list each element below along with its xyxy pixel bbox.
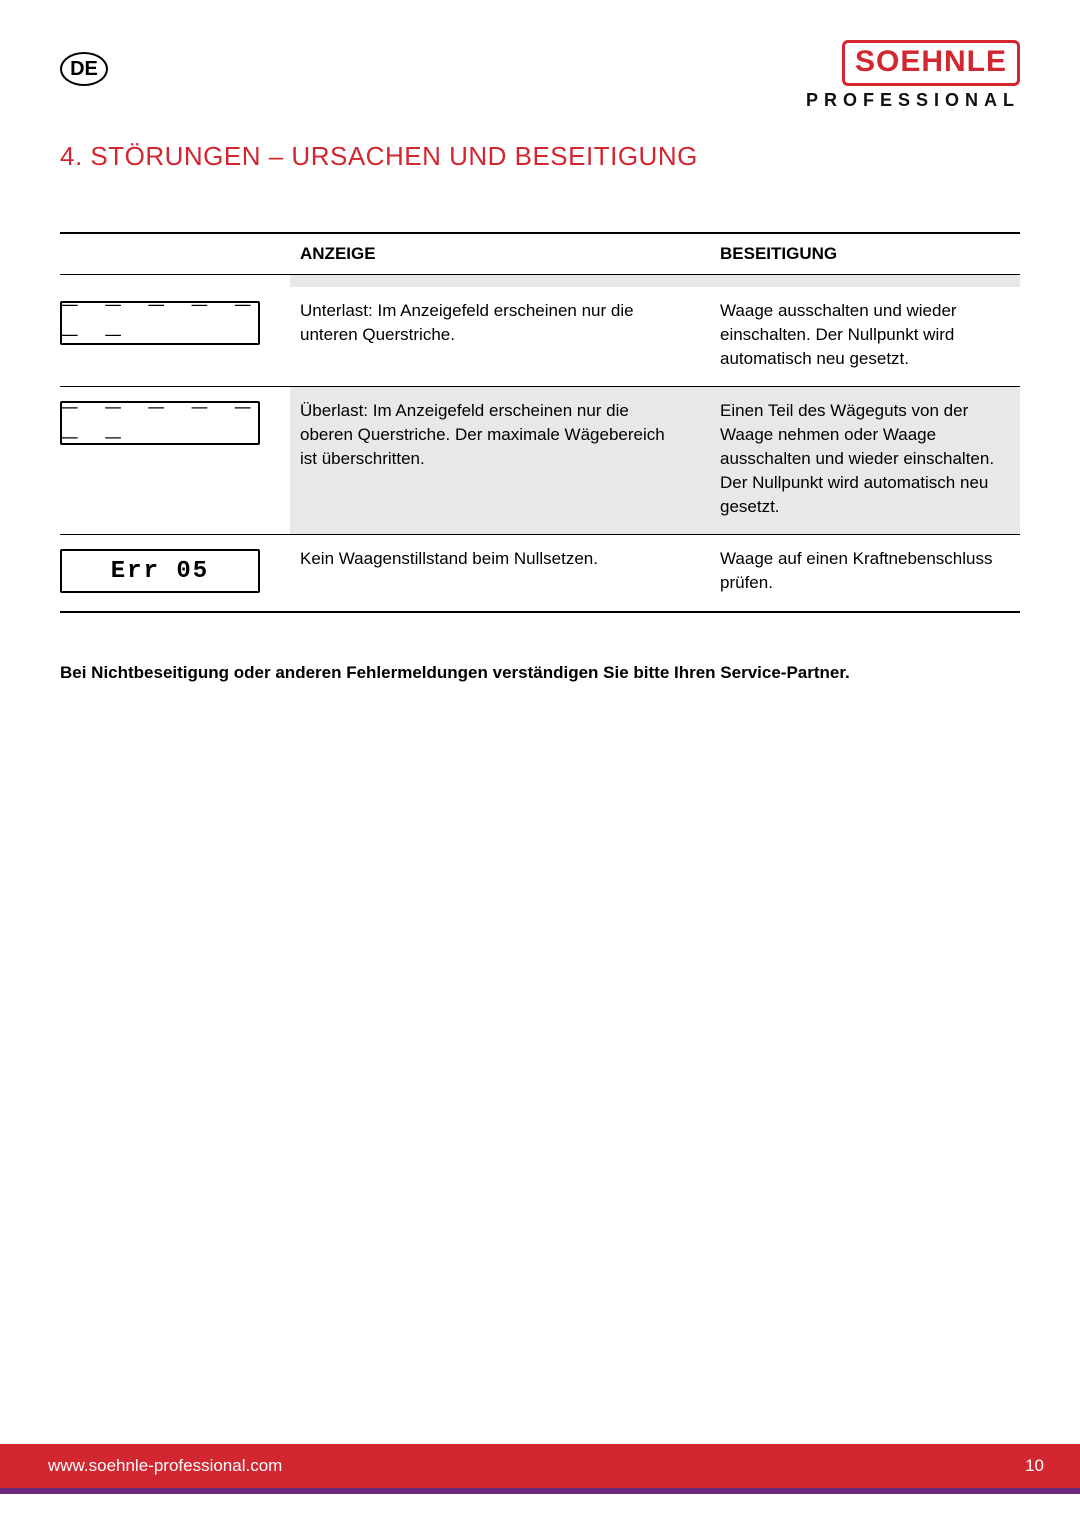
- beseitigung-cell: Waage auf einen Kraftnebenschluss prüfen…: [710, 535, 1020, 611]
- footer: www.soehnle-professional.com 10: [0, 1444, 1080, 1488]
- table-header-row: ANZEIGE BESEITIGUNG: [60, 232, 1020, 275]
- display-readout: Err 05: [60, 549, 260, 593]
- display-readout: ‾ ‾ ‾ ‾ ‾ ‾ ‾: [60, 401, 260, 445]
- header: DE SOEHNLE PROFESSIONAL: [0, 0, 1080, 111]
- col-header-beseitigung: BESEITIGUNG: [710, 234, 1020, 274]
- col-display-spacer: [60, 234, 290, 274]
- note-text: Bei Nichtbeseitigung oder anderen Fehler…: [60, 663, 1020, 683]
- section-title: 4. STÖRUNGEN – URSACHEN UND BESEITIGUNG: [60, 141, 1080, 172]
- display-cell: Err 05: [60, 535, 290, 611]
- logo-frame: SOEHNLE: [842, 40, 1020, 86]
- header-separator: [290, 275, 1020, 287]
- fault-table: ANZEIGE BESEITIGUNG _ _ _ _ _ _ _ Unterl…: [60, 232, 1020, 613]
- anzeige-cell: Überlast: Im Anzeigefeld erscheinen nur …: [290, 387, 710, 534]
- table-row: ‾ ‾ ‾ ‾ ‾ ‾ ‾ Überlast: Im Anzeigefeld e…: [60, 387, 1020, 535]
- display-cell: _ _ _ _ _ _ _: [60, 287, 290, 386]
- col-header-anzeige: ANZEIGE: [290, 234, 710, 274]
- brand-logo: SOEHNLE PROFESSIONAL: [806, 40, 1020, 111]
- anzeige-cell: Kein Waagenstillstand beim Nullsetzen.: [290, 535, 710, 611]
- logo-sub-text: PROFESSIONAL: [806, 90, 1020, 111]
- footer-url: www.soehnle-professional.com: [48, 1456, 282, 1476]
- language-badge: DE: [60, 52, 108, 86]
- display-readout: _ _ _ _ _ _ _: [60, 301, 260, 345]
- beseitigung-cell: Einen Teil des Wägeguts von der Waage ne…: [710, 387, 1020, 534]
- beseitigung-cell: Waage ausschalten und wieder einschalten…: [710, 287, 1020, 386]
- table-row: _ _ _ _ _ _ _ Unterlast: Im Anzeigefeld …: [60, 287, 1020, 387]
- anzeige-cell: Unterlast: Im Anzeigefeld erscheinen nur…: [290, 287, 710, 386]
- logo-main-text: SOEHNLE: [855, 45, 1007, 78]
- footer-page-number: 10: [1025, 1456, 1044, 1476]
- table-row: Err 05 Kein Waagenstillstand beim Nullse…: [60, 535, 1020, 613]
- footer-bar: www.soehnle-professional.com 10: [0, 1444, 1080, 1488]
- display-cell: ‾ ‾ ‾ ‾ ‾ ‾ ‾: [60, 387, 290, 534]
